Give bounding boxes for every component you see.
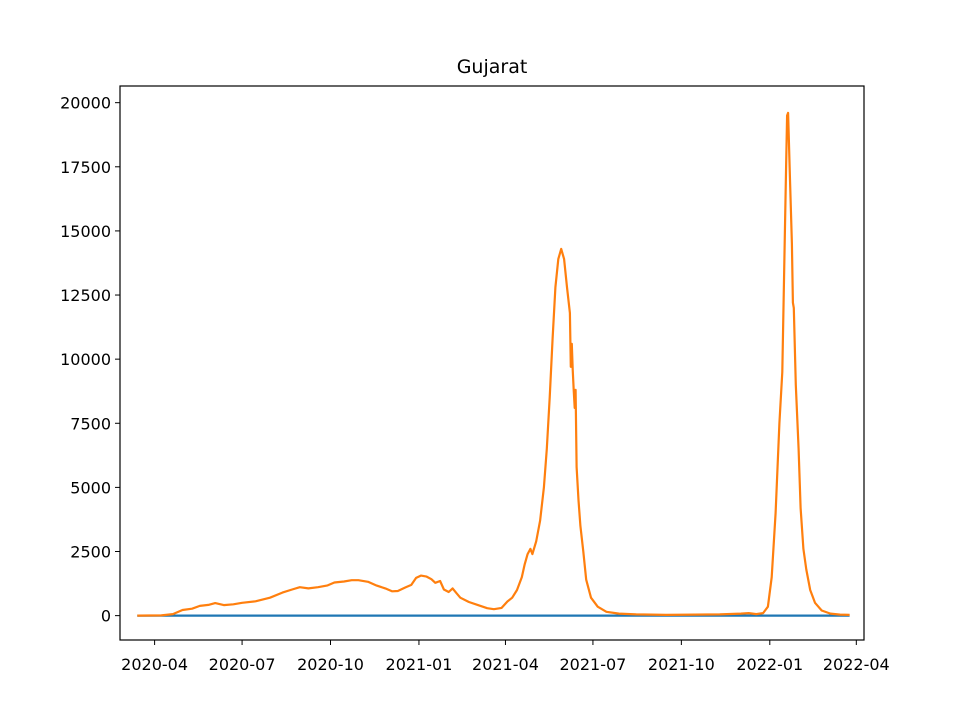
x-tick-label: 2022-01 [736,655,803,674]
x-tick-label: 2021-01 [386,655,453,674]
x-tick-label: 2020-07 [209,655,276,674]
x-tick-label: 2021-04 [472,655,539,674]
y-tick-label: 20000 [60,94,111,113]
y-tick-label: 7500 [70,414,111,433]
chart-title: Gujarat [457,56,528,78]
x-tick-label: 2022-04 [823,655,890,674]
y-tick-label: 10000 [60,350,111,369]
y-tick-label: 5000 [70,478,111,497]
y-tick-label: 12500 [60,286,111,305]
x-tick-label: 2021-07 [560,655,627,674]
y-tick-label: 2500 [70,543,111,562]
y-tick-label: 17500 [60,158,111,177]
x-tick-label: 2020-04 [121,655,188,674]
x-tick-label: 2021-10 [648,655,715,674]
y-tick-label: 15000 [60,222,111,241]
plot-frame [119,85,865,641]
x-tick-label: 2020-10 [297,655,364,674]
y-tick-label: 0 [101,607,111,626]
series-line-2 [137,111,850,617]
